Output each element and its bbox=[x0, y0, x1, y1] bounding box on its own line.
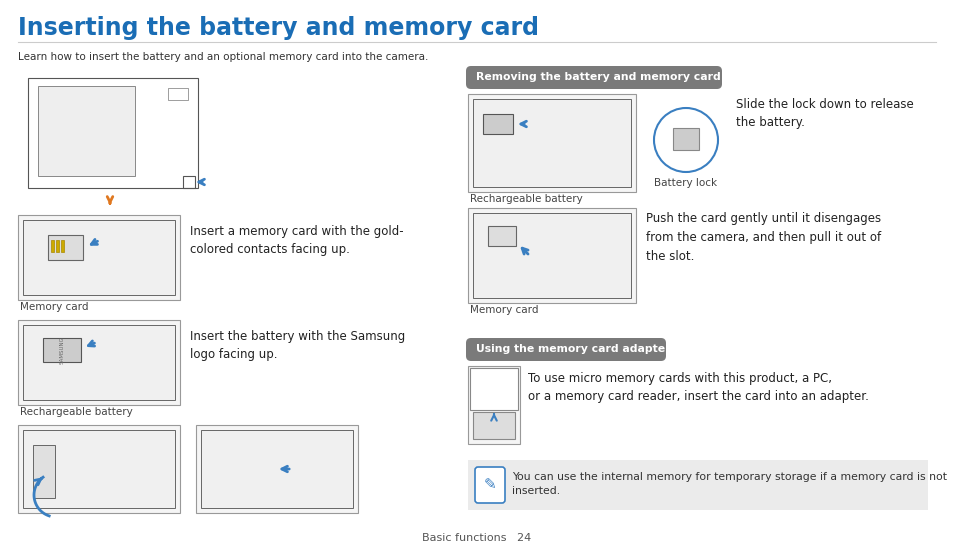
Bar bbox=[482, 114, 513, 134]
Bar bbox=[23, 325, 174, 400]
Bar bbox=[473, 99, 630, 187]
Bar bbox=[473, 213, 630, 298]
Bar bbox=[488, 226, 516, 246]
Text: Learn how to insert the battery and an optional memory card into the camera.: Learn how to insert the battery and an o… bbox=[18, 52, 428, 62]
Bar bbox=[28, 78, 198, 188]
Bar bbox=[56, 240, 59, 252]
Text: Rechargeable battery: Rechargeable battery bbox=[20, 407, 132, 417]
Text: Inserting the battery and memory card: Inserting the battery and memory card bbox=[18, 16, 538, 40]
Text: Basic functions   24: Basic functions 24 bbox=[422, 533, 531, 543]
Polygon shape bbox=[470, 368, 477, 376]
Bar bbox=[18, 425, 180, 513]
Bar bbox=[468, 94, 636, 192]
FancyBboxPatch shape bbox=[475, 467, 504, 503]
Bar bbox=[18, 320, 180, 405]
Text: SAMSUNG: SAMSUNG bbox=[59, 336, 65, 364]
Bar bbox=[38, 86, 135, 176]
Text: Using the memory card adapter: Using the memory card adapter bbox=[476, 344, 670, 354]
Bar bbox=[43, 338, 81, 362]
Bar bbox=[470, 368, 517, 410]
Text: Rechargeable battery: Rechargeable battery bbox=[470, 194, 582, 204]
Bar bbox=[468, 460, 927, 510]
Bar bbox=[473, 412, 515, 439]
Bar bbox=[61, 240, 64, 252]
Text: Push the card gently until it disengages
from the camera, and then pull it out o: Push the card gently until it disengages… bbox=[645, 212, 881, 263]
Bar bbox=[51, 240, 54, 252]
Text: Slide the lock down to release
the battery.: Slide the lock down to release the batte… bbox=[735, 98, 913, 129]
Bar bbox=[33, 445, 55, 498]
Bar bbox=[23, 220, 174, 295]
Bar bbox=[23, 430, 174, 508]
Text: Memory card: Memory card bbox=[20, 302, 89, 312]
Text: Insert a memory card with the gold-
colored contacts facing up.: Insert a memory card with the gold- colo… bbox=[190, 225, 403, 256]
Text: Removing the battery and memory card: Removing the battery and memory card bbox=[476, 72, 720, 82]
Bar bbox=[468, 208, 636, 303]
Text: ✎: ✎ bbox=[483, 477, 496, 492]
FancyBboxPatch shape bbox=[465, 66, 721, 89]
Text: Battery lock: Battery lock bbox=[654, 178, 717, 188]
Text: Memory card: Memory card bbox=[470, 305, 537, 315]
Bar bbox=[48, 235, 83, 260]
Bar bbox=[201, 430, 353, 508]
Bar bbox=[18, 65, 213, 200]
Bar bbox=[168, 88, 188, 100]
Bar bbox=[468, 366, 519, 444]
Bar bbox=[18, 215, 180, 300]
Text: Insert the battery with the Samsung
logo facing up.: Insert the battery with the Samsung logo… bbox=[190, 330, 405, 361]
Bar bbox=[183, 176, 194, 188]
Text: You can use the internal memory for temporary storage if a memory card is not
in: You can use the internal memory for temp… bbox=[512, 472, 946, 496]
Bar bbox=[672, 128, 699, 150]
Text: To use micro memory cards with this product, a PC,
or a memory card reader, inse: To use micro memory cards with this prod… bbox=[527, 372, 868, 403]
FancyBboxPatch shape bbox=[465, 338, 665, 361]
Bar bbox=[195, 425, 357, 513]
